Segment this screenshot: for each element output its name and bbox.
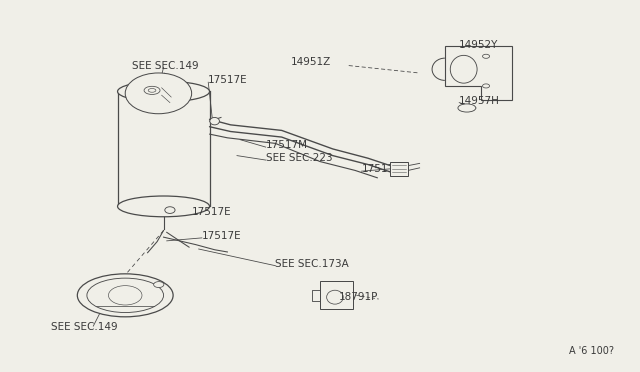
Ellipse shape [118,196,209,217]
Ellipse shape [458,104,476,112]
Text: 14952Y: 14952Y [460,40,499,50]
Text: SEE SEC.173A: SEE SEC.173A [275,259,349,269]
Bar [390,161,408,176]
Polygon shape [445,46,511,100]
Ellipse shape [165,207,175,214]
Text: A '6 100?: A '6 100? [569,346,614,356]
Ellipse shape [154,282,164,288]
Text: SEE SEC.223: SEE SEC.223 [266,153,332,163]
Text: SEE SEC.149: SEE SEC.149 [51,322,117,332]
Text: 17517E: 17517E [362,164,401,174]
Text: 14951Z: 14951Z [291,57,332,67]
Bar [320,282,353,309]
Text: SEE SEC.149: SEE SEC.149 [132,61,198,71]
Ellipse shape [210,118,220,125]
Text: 17517M: 17517M [266,140,308,150]
Text: 17517E: 17517E [192,207,232,217]
Ellipse shape [77,274,173,317]
Ellipse shape [118,81,209,102]
Text: 17517E: 17517E [208,76,248,86]
Text: 17517E: 17517E [202,231,241,241]
Text: 14957H: 14957H [460,96,500,106]
Ellipse shape [125,73,191,114]
Text: 18791P: 18791P [339,292,378,302]
